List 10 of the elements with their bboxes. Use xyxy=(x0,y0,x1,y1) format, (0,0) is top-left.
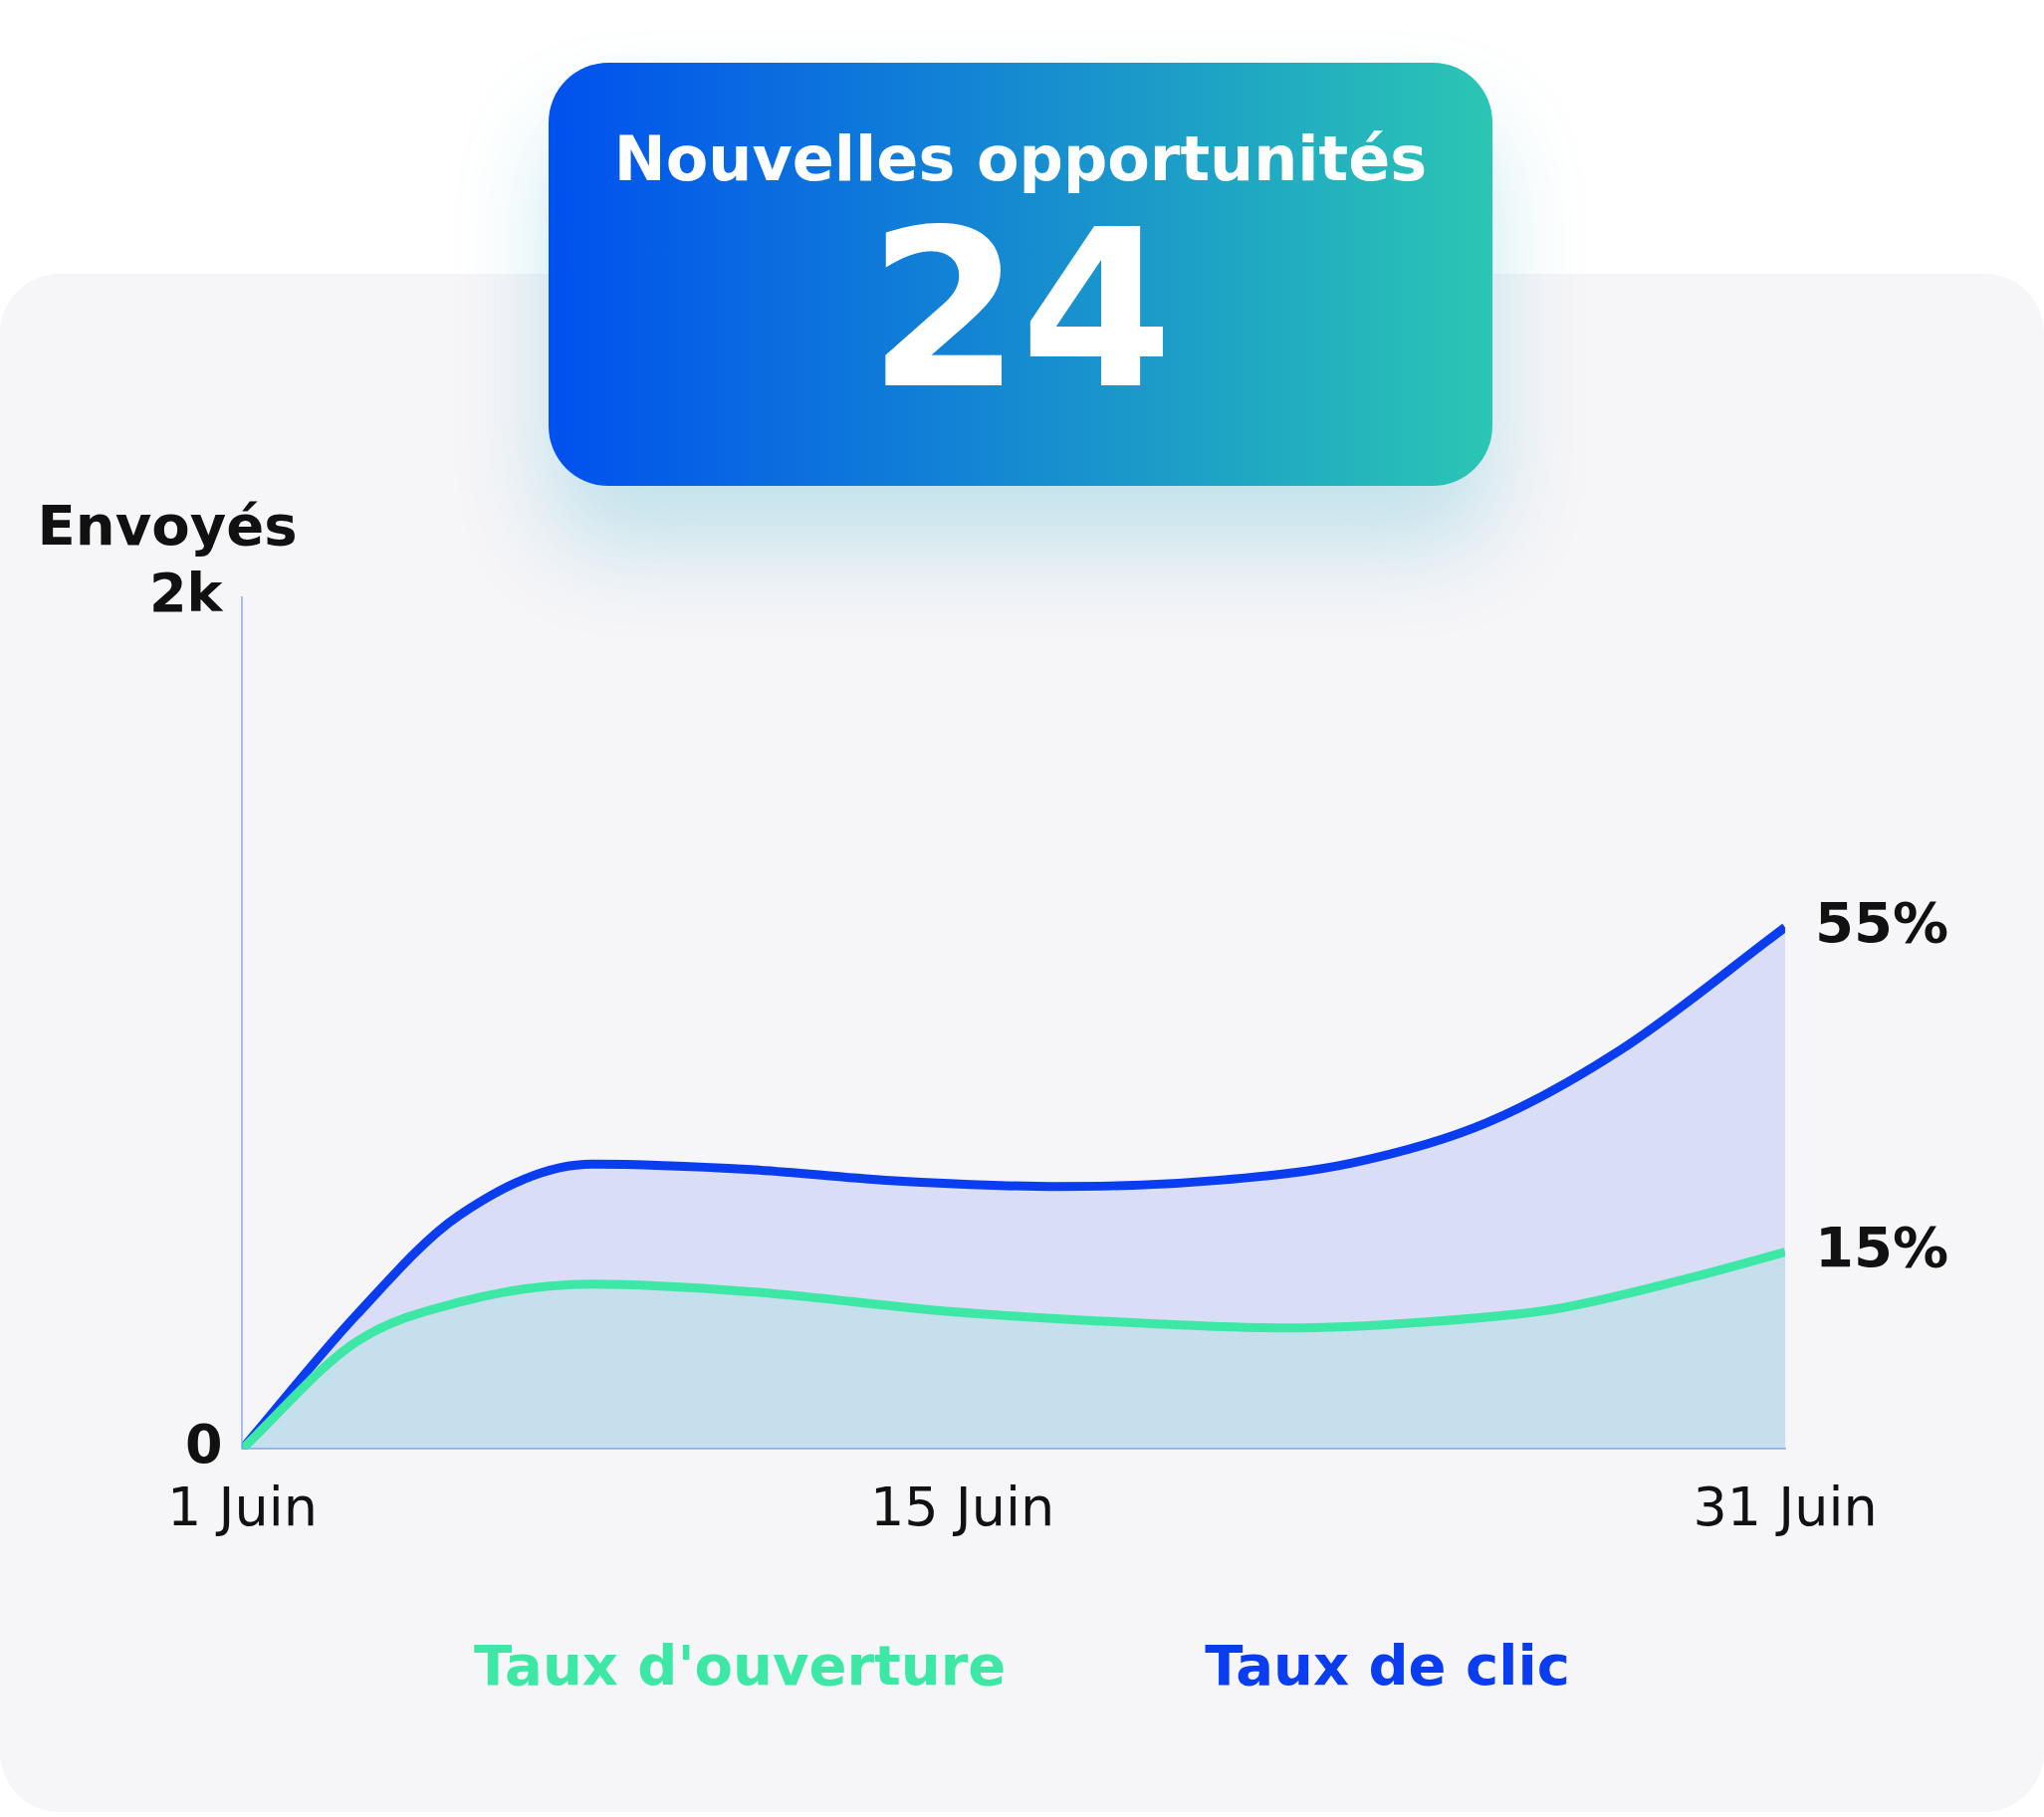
annotation: 55% xyxy=(1815,889,1949,955)
x-tick-label: 31 Juin xyxy=(1693,1475,1878,1538)
y-tick-label: 2k xyxy=(148,562,224,625)
x-tick-label: 1 Juin xyxy=(167,1475,318,1538)
y-axis-title: Envoyés xyxy=(37,492,298,558)
annotation: 15% xyxy=(1815,1215,1949,1280)
y-tick-label: 0 xyxy=(184,1413,223,1476)
text: Taux d'ouverture xyxy=(474,1633,1007,1698)
x-tick-label: 15 Juin xyxy=(869,1475,1055,1538)
text: Taux de clic xyxy=(1205,1633,1570,1698)
